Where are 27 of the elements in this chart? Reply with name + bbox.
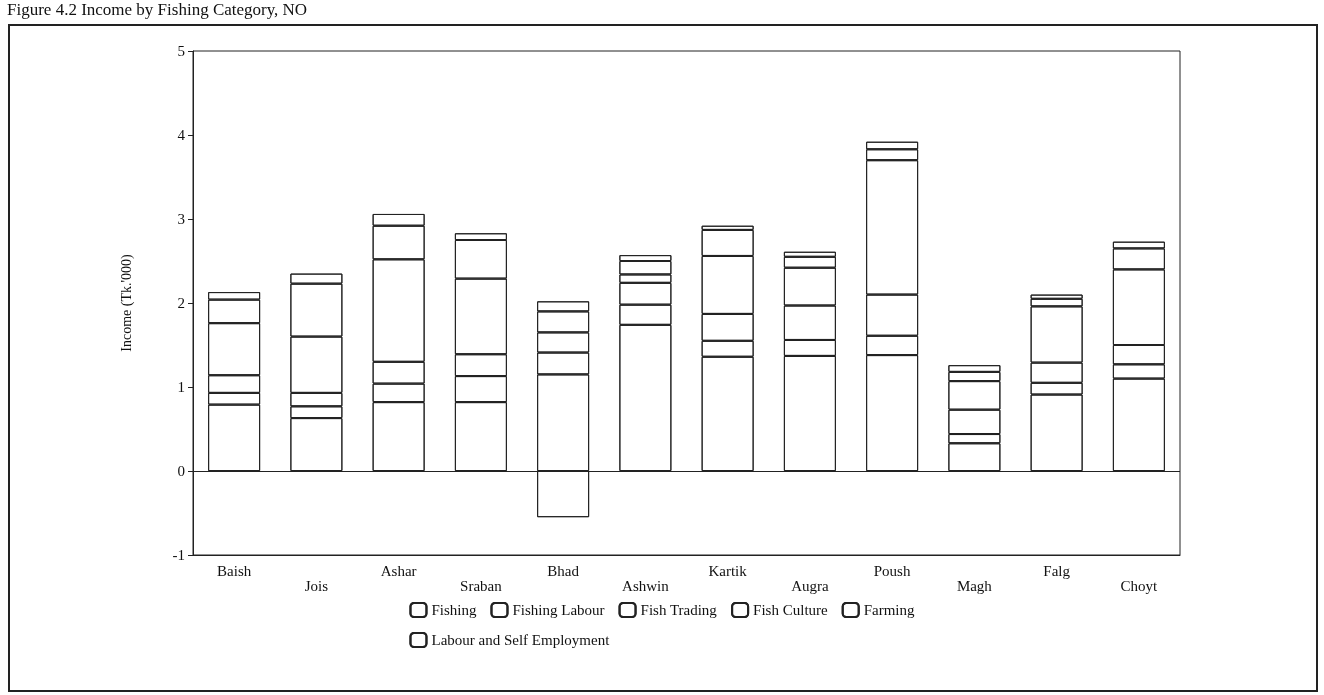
legend-label: Labour and Self Employment	[431, 632, 611, 648]
x-tick-label: Baish	[217, 562, 252, 579]
y-tick-label: 2	[177, 295, 185, 311]
x-tick-label: Choyt	[1120, 577, 1159, 594]
x-tick-label: Ashwin	[622, 577, 670, 594]
legend-label: Fish Culture	[753, 602, 829, 618]
x-tick-label: Ashar	[380, 562, 417, 579]
y-tick-label: 3	[177, 211, 185, 227]
x-tick-label: Jois	[304, 577, 329, 594]
legend-label: Fishing	[431, 602, 477, 618]
y-tick-label: 0	[177, 463, 185, 479]
x-tick-label: Bhad	[547, 562, 580, 579]
x-tick-label: Falg	[1043, 562, 1071, 579]
y-tick-label: 4	[177, 127, 186, 143]
x-tick-label: Kartik	[708, 562, 748, 579]
y-tick-label: -1	[172, 547, 185, 563]
legend-label: Fish Trading	[640, 602, 718, 618]
y-axis-title: Income (Tk.'000)	[118, 253, 135, 352]
x-tick-label: Sraban	[460, 577, 503, 594]
x-tick-label: Augra	[791, 577, 829, 594]
chart-title: Figure 4.2 Income by Fishing Category, NO	[7, 0, 308, 19]
legend-label: Fishing Labour	[512, 602, 605, 618]
x-tick-label: Poush	[873, 562, 911, 579]
x-tick-label: Magh	[956, 577, 993, 594]
legend-label: Farming	[863, 602, 916, 618]
y-tick-label: 1	[177, 379, 185, 395]
y-tick-label: 5	[177, 43, 185, 59]
